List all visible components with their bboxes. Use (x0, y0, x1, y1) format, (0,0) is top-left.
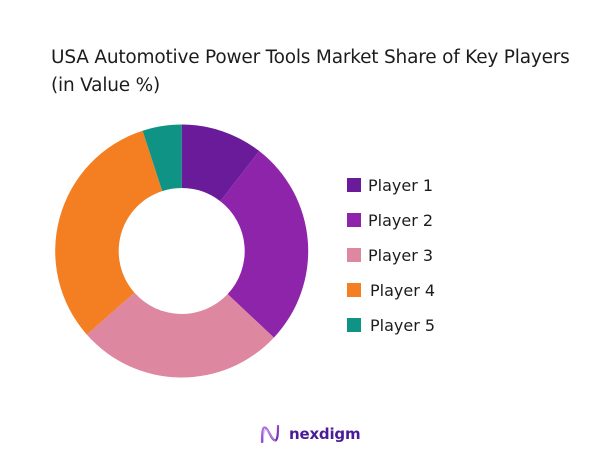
brand-logo: nexdigm (259, 423, 361, 445)
donut-slice-player-1 (181, 124, 260, 202)
donut-slice-player-2 (220, 151, 309, 338)
legend-label: Player 1 (368, 175, 434, 195)
brand-name: nexdigm (289, 425, 361, 443)
legend-swatch-icon (347, 213, 361, 227)
legend-label: Player 2 (368, 210, 434, 230)
legend-swatch-icon (347, 318, 361, 332)
legend-item-player-1: Player 1 (347, 175, 433, 195)
donut-slice-player-4 (55, 130, 163, 335)
nexdigm-logo-icon (260, 424, 280, 444)
legend-item-player-3: Player 3 (347, 245, 433, 265)
legend-swatch-icon (347, 248, 361, 262)
legend-label: Player 5 (370, 315, 436, 335)
legend-label: Player 3 (368, 245, 434, 265)
donut-slice-player-5 (142, 124, 182, 192)
legend-swatch-icon (347, 283, 361, 297)
legend-item-player-2: Player 2 (347, 210, 433, 230)
legend-label: Player 4 (370, 280, 436, 300)
legend-item-player-5: Player 5 (347, 315, 435, 335)
chart-title: USA Automotive Power Tools Market Share … (51, 47, 570, 96)
donut-slice-player-3 (86, 292, 274, 378)
legend-swatch-icon (347, 178, 361, 192)
legend-item-player-4: Player 4 (347, 280, 435, 300)
